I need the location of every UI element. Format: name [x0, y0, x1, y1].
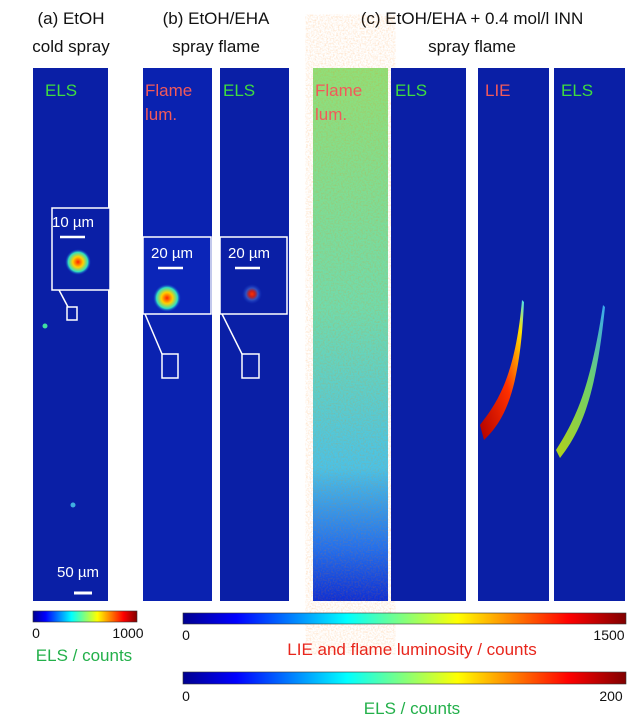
droplet	[71, 503, 76, 508]
header: (c) EtOH/EHA + 0.4 mol/l INN	[361, 9, 583, 28]
colorbar-min: 0	[182, 688, 190, 704]
header: spray flame	[428, 37, 516, 56]
colorbar	[33, 611, 137, 622]
colorbars: 0 1000 ELS / counts 0 1500 LIE and flame…	[32, 611, 626, 718]
image-panel	[220, 68, 289, 601]
droplet	[242, 284, 262, 304]
colorbar-label: LIE and flame luminosity / counts	[287, 640, 536, 659]
image-panel	[33, 68, 108, 601]
header: (a) EtOH	[37, 9, 104, 28]
panel-label: ELS	[223, 81, 255, 100]
colorbar-min: 0	[32, 625, 40, 641]
droplet	[153, 284, 181, 312]
header: cold spray	[32, 37, 110, 56]
colorbar-min: 0	[182, 627, 190, 643]
panel-label: lum.	[145, 105, 177, 124]
headers: (a) EtOH cold spray (b) EtOH/EHA spray f…	[32, 9, 583, 56]
panel-label: Flame	[315, 81, 362, 100]
panel-label: lum.	[315, 105, 347, 124]
droplet	[43, 324, 48, 329]
image-noise	[313, 68, 388, 601]
image-panel	[554, 68, 625, 601]
panel-label: ELS	[45, 81, 77, 100]
panel-label: Flame	[145, 81, 192, 100]
panel-label: LIE	[485, 81, 511, 100]
colorbar-max: 1500	[593, 627, 624, 643]
panels	[33, 68, 625, 601]
colorbar-label: ELS / counts	[36, 646, 132, 665]
colorbar-label: ELS / counts	[364, 699, 460, 718]
image-panel	[478, 68, 549, 601]
scale-label: 20 µm	[151, 245, 193, 262]
figure: (a) EtOH cold spray (b) EtOH/EHA spray f…	[0, 0, 636, 718]
droplet	[65, 249, 91, 275]
image-panel	[391, 68, 466, 601]
colorbar	[183, 672, 626, 684]
scale-label: 10 µm	[52, 214, 94, 231]
panel-label: ELS	[561, 81, 593, 100]
scale-label: 20 µm	[228, 245, 270, 262]
panel-label: ELS	[395, 81, 427, 100]
colorbar-max: 1000	[112, 625, 143, 641]
scale-label: 50 µm	[57, 564, 99, 581]
colorbar-max: 200	[599, 688, 623, 704]
header: spray flame	[172, 37, 260, 56]
header: (b) EtOH/EHA	[163, 9, 270, 28]
colorbar	[183, 613, 626, 624]
